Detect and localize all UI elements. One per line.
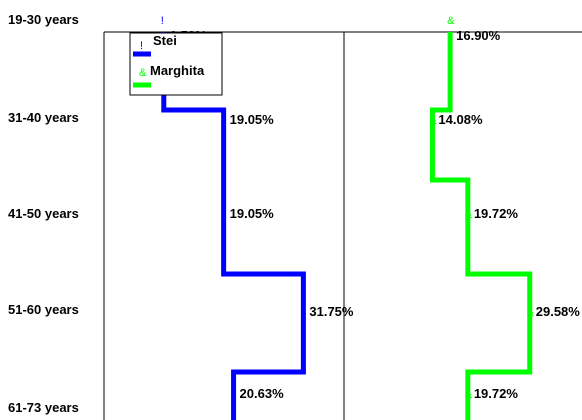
data-point: & <box>429 115 437 127</box>
category-label: 51-60 years <box>8 302 79 317</box>
data-point: & <box>527 307 535 319</box>
legend-label-marghita: Marghita <box>150 63 205 78</box>
data-point: ! <box>221 209 224 221</box>
data-label: 20.63% <box>240 386 285 401</box>
data-label: 14.08% <box>438 112 483 127</box>
data-point: & <box>465 389 473 401</box>
data-label: 29.58% <box>536 304 581 319</box>
category-label: 31-40 years <box>8 110 79 125</box>
data-label: 19.05% <box>230 112 275 127</box>
category-label: 61-73 years <box>8 400 79 415</box>
legend: ! Stei & Marghita <box>129 32 223 96</box>
data-point: & <box>465 209 473 221</box>
category-label: 41-50 years <box>8 206 79 221</box>
chart-axes <box>103 31 582 420</box>
data-label: 16.90% <box>456 28 501 43</box>
series-line <box>429 32 533 420</box>
series-top-marker: ! <box>161 15 164 27</box>
category-label: 19-30 years <box>8 12 79 27</box>
legend-marker-marghita: & <box>139 67 147 79</box>
series-top-marker: & <box>447 15 455 27</box>
legend-label-stei: Stei <box>153 33 177 48</box>
data-point: ! <box>221 115 224 127</box>
series-layer: !9.52%!19.05%!19.05%!31.75%!20.63%&16.90… <box>161 15 580 420</box>
legend-marker-stei: ! <box>140 40 143 52</box>
series-marghita: &16.90%& 14.08%& 19.72%& 29.58%& 19.72% <box>429 15 580 420</box>
series-line <box>161 32 306 420</box>
data-point: ! <box>231 389 234 401</box>
data-label: 19.05% <box>230 206 275 221</box>
data-label: 19.72% <box>474 206 519 221</box>
data-label: 31.75% <box>309 304 354 319</box>
data-label: 19.72% <box>474 386 519 401</box>
category-labels: 19-30 years 31-40 years 41-50 years 51-60 y… <box>8 12 79 415</box>
data-point: ! <box>300 307 303 319</box>
